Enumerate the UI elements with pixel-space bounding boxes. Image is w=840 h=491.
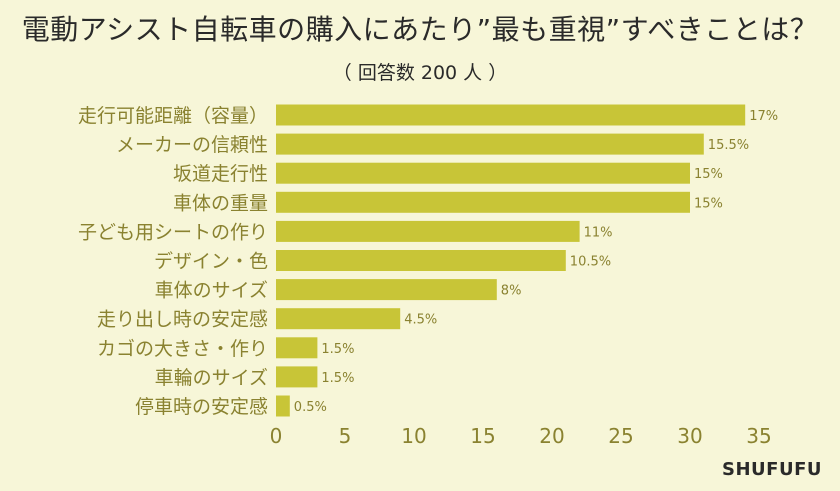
x-tick-label: 10 [401,424,426,448]
value-label: 8% [501,284,522,299]
x-tick-label: 30 [677,424,702,448]
x-tick-label: 25 [608,424,633,448]
category-label: 停車時の安定感 [135,396,268,418]
value-label: 1.5% [321,342,354,357]
bar [276,133,704,155]
x-tick-label: 5 [339,424,352,448]
x-tick-label: 0 [270,424,283,448]
bar [276,337,318,359]
brand-logo: SHUFUFU [722,459,822,480]
category-label: 車体の重量 [173,192,268,214]
category-label: カゴの大きさ・作り [97,338,268,360]
category-label: 車輪のサイズ [155,367,268,389]
bar [276,220,580,242]
bar [276,250,566,271]
chart-title: 電動アシスト自転車の購入にあたり”最も重視”すべきことは？ [21,13,819,46]
value-label: 0.5% [294,400,327,415]
bar [276,308,401,330]
value-label: 17% [749,109,778,124]
bar [276,162,690,184]
bar [276,279,497,301]
category-label: 子ども用シートの作り [78,221,268,243]
value-label: 4.5% [404,313,437,328]
category-label: 走行可能距離（容量） [78,105,268,127]
value-label: 10.5% [570,255,611,270]
category-label: 車体のサイズ [155,280,268,302]
bar [276,191,690,213]
category-label: 走り出し時の安定感 [97,309,268,331]
category-label: メーカーの信頼性 [116,134,268,156]
value-label: 15.5% [708,138,749,153]
x-tick-label: 20 [539,424,564,448]
value-label: 1.5% [321,371,354,386]
value-label: 11% [584,225,613,240]
chart-subtitle: （ 回答数 200 人 ） [332,62,508,84]
category-label: デザイン・色 [154,251,268,273]
x-tick-label: 35 [746,424,771,448]
category-label: 坂道走行性 [173,163,268,185]
x-tick-label: 15 [470,424,495,448]
bar [276,366,318,388]
bar [276,395,290,417]
bar [276,104,746,126]
value-label: 15% [694,167,723,182]
value-label: 15% [694,196,723,211]
